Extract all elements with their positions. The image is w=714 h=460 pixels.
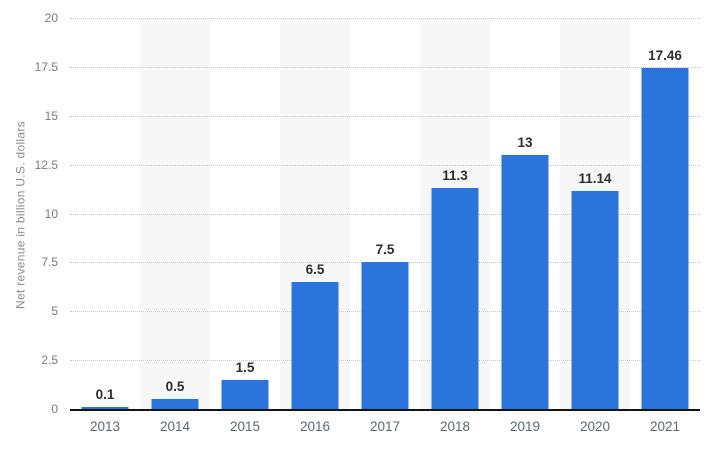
y-tick-label-0: 0	[51, 402, 58, 416]
bar-value-label-2021: 17.46	[648, 47, 682, 63]
gridline-12.5	[70, 164, 700, 166]
column-2013: 0.1	[70, 18, 140, 411]
bar-2014[interactable]	[151, 399, 199, 409]
bar-2015[interactable]	[221, 379, 269, 409]
y-tick-label-15: 15	[44, 108, 58, 123]
bar-value-label-2017: 7.5	[375, 242, 395, 258]
column-2018: 11.3	[420, 18, 490, 411]
bars-layer: 0.1 0.5 1.5 6.5 7.5 11.3 13 11.14 17.46	[70, 18, 700, 411]
bar-2019[interactable]	[501, 154, 549, 409]
bar-2018[interactable]	[431, 188, 479, 409]
column-stripe-2014	[140, 18, 210, 411]
x-tick-label-2016: 2016	[299, 419, 331, 434]
x-axis-labels: 2013 2014 2015 2016 2017 2018 2019 2020 2021	[70, 419, 700, 441]
x-tick-label-2019: 2019	[509, 419, 541, 434]
x-axis-line	[70, 409, 700, 411]
bar-2013[interactable]	[81, 407, 129, 409]
bar-value-label-2014: 0.5	[165, 379, 185, 395]
gridline-15	[70, 115, 700, 117]
x-tick-label-2020: 2020	[579, 419, 611, 434]
bar-2021[interactable]	[641, 67, 689, 409]
x-tick-label-2021: 2021	[649, 419, 681, 434]
bar-2020[interactable]	[571, 191, 619, 409]
bar-value-label-2020: 11.14	[578, 171, 612, 187]
plot-area: 0.1 0.5 1.5 6.5 7.5 11.3 13 11.14 17.46	[70, 18, 700, 411]
x-tick-label-2014: 2014	[159, 419, 191, 434]
gridline-10	[70, 213, 700, 215]
y-tick-label-7.5: 7.5	[41, 255, 58, 270]
bar-value-label-2015: 1.5	[235, 359, 255, 375]
x-tick-label-2017: 2017	[369, 419, 401, 434]
x-tick-label-2013: 2013	[89, 419, 121, 434]
bar-value-label-2016: 6.5	[305, 261, 325, 277]
gridline-20	[70, 18, 700, 19]
column-2019: 13	[490, 18, 560, 411]
bar-2017[interactable]	[361, 262, 409, 409]
column-2015: 1.5	[210, 18, 280, 411]
y-tick-label-10: 10	[44, 206, 58, 221]
bar-2016[interactable]	[291, 281, 339, 409]
bar-value-label-2018: 11.3	[442, 168, 468, 184]
bar-value-label-2019: 13	[517, 134, 533, 150]
y-tick-label-2.5: 2.5	[41, 353, 58, 368]
x-tick-label-2015: 2015	[229, 419, 261, 434]
column-2016: 6.5	[280, 18, 350, 411]
y-tick-label-20: 20	[44, 11, 58, 25]
y-axis-tick-labels: 0 2.5 5 7.5 10 12.5 15 17.5 20	[0, 0, 58, 460]
column-2020: 11.14	[560, 18, 630, 411]
column-2014: 0.5	[140, 18, 210, 411]
column-2021: 17.46	[630, 18, 700, 411]
y-tick-label-5: 5	[51, 304, 58, 319]
gridline-17.5	[70, 66, 700, 68]
y-tick-label-12.5: 12.5	[34, 157, 58, 172]
y-tick-label-17.5: 17.5	[34, 59, 58, 74]
column-2017: 7.5	[350, 18, 420, 411]
bar-value-label-2013: 0.1	[95, 387, 115, 403]
x-tick-label-2018: 2018	[439, 419, 471, 434]
